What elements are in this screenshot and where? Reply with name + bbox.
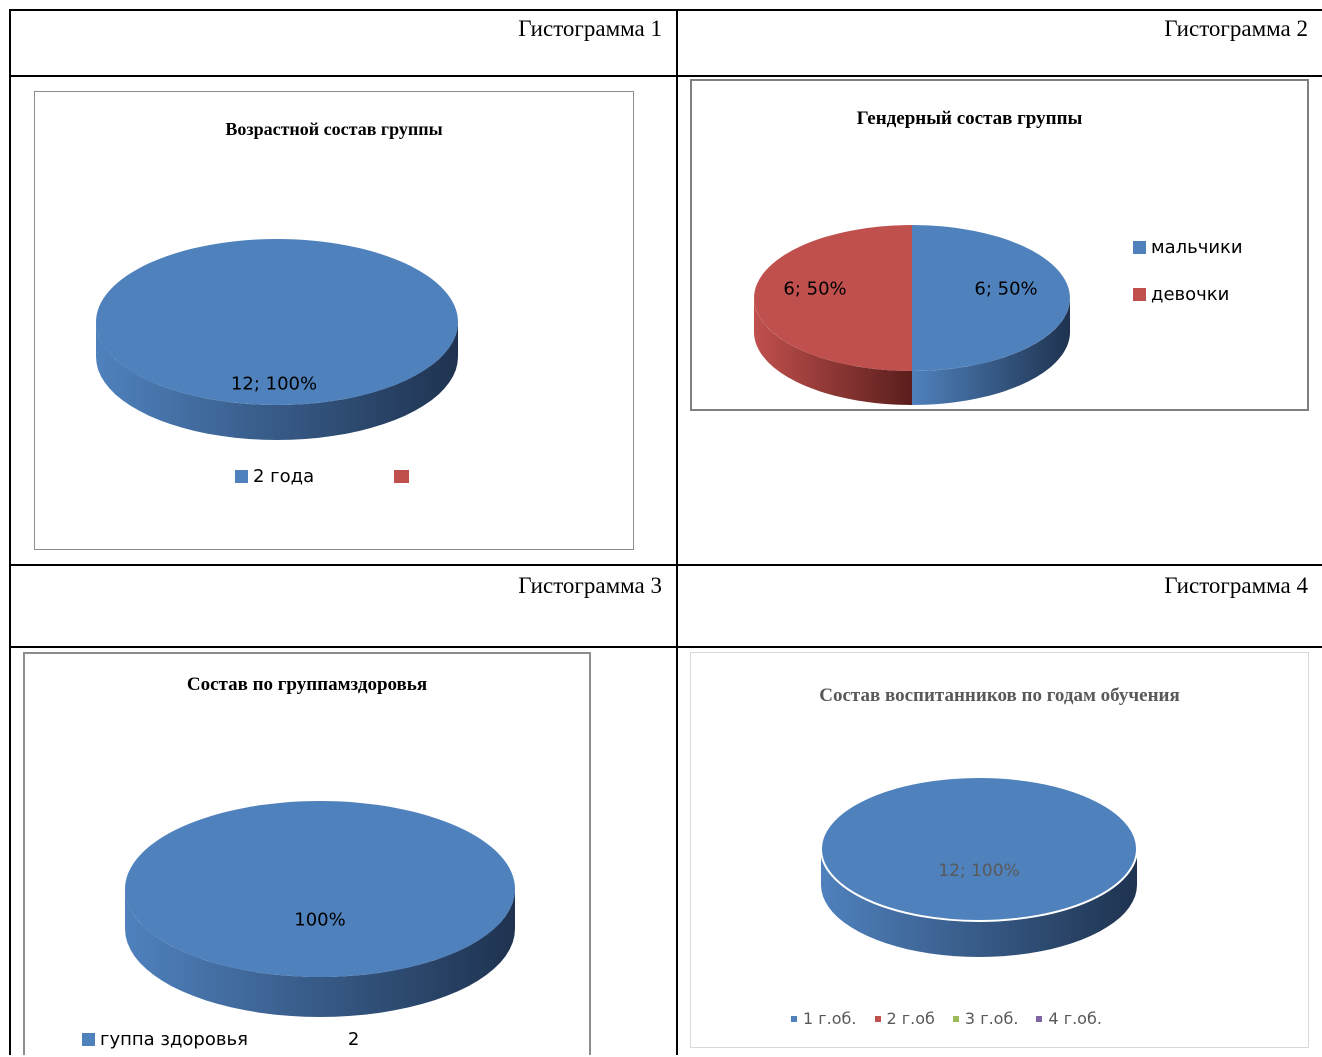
legend-item: 2 г.об	[874, 1009, 935, 1028]
legend-item: 4 г.об.	[1036, 1009, 1102, 1028]
legend-item: мальчики	[1133, 237, 1243, 258]
chart-1-data-label: 12; 100%	[230, 373, 318, 395]
legend-label: 2 г.об	[886, 1009, 935, 1028]
chart-3-pie	[125, 801, 515, 1017]
legend-label: девочки	[1151, 284, 1230, 305]
legend-swatch-red	[394, 470, 410, 483]
pie-slice-side	[96, 322, 458, 440]
pie-slice-side	[912, 298, 1070, 405]
chart-4-title: Состав воспитанников по годам обучения	[819, 685, 1180, 706]
legend-label: мальчики	[1151, 237, 1243, 258]
table-border-top	[9, 9, 1322, 11]
legend-label: гуппа здоровья	[100, 1029, 248, 1050]
chart-1-title: Возрастной состав группы	[225, 119, 443, 139]
legend-label: 3 г.об.	[964, 1009, 1019, 1028]
legend-swatch-purple	[1036, 1015, 1043, 1022]
pie-slice-side	[821, 849, 1137, 957]
chart-2-data-label-boys: 6; 50%	[974, 278, 1038, 300]
legend-item: 3 г.об.	[952, 1009, 1019, 1028]
chart-2-legend: мальчики девочки	[1133, 237, 1243, 305]
pie-slice	[96, 239, 458, 405]
chart-2-frame: Гендерный состав группы 6; 50% 6; 50% ма…	[690, 79, 1309, 411]
header-histogram-1: Гистограмма 1	[518, 16, 662, 41]
legend-extra-label: 2	[347, 1029, 360, 1050]
legend-item: 1 г.об.	[791, 1009, 857, 1028]
table-divider-row2	[9, 564, 1322, 566]
chart-1-legend: 2 года	[235, 466, 414, 487]
header-histogram-2: Гистограмма 2	[1164, 16, 1308, 41]
pie-slice	[125, 801, 515, 977]
legend-swatch-blue	[1133, 241, 1146, 254]
legend-item: 2 года	[235, 466, 314, 487]
pie-slice	[820, 776, 1138, 922]
chart-1-pie	[96, 239, 458, 440]
chart-4-data-label: 12; 100%	[938, 861, 1020, 881]
table-divider-row1	[9, 75, 1322, 77]
pie-slice-side	[754, 298, 912, 405]
legend-label: 4 г.об.	[1048, 1009, 1102, 1028]
chart-3-frame: Состав по группамздоровья 100% гуппа здо…	[23, 652, 591, 1055]
chart-4-legend: 1 г.об. 2 г.об 3 г.об. 4 г.об.	[791, 1009, 1102, 1028]
legend-swatch-red	[874, 1015, 881, 1022]
legend-swatch-green	[952, 1015, 959, 1022]
chart-2-title: Гендерный состав группы	[856, 108, 1083, 129]
pie-slice	[912, 225, 1070, 371]
chart-4-pie	[820, 776, 1138, 957]
legend-swatch-blue	[791, 1015, 797, 1022]
table-divider-vertical	[676, 9, 678, 1055]
table-divider-row3	[9, 646, 1322, 648]
legend-label: 2 года	[253, 466, 315, 487]
chart-2-data-label-girls: 6; 50%	[783, 278, 847, 300]
legend-swatch-red	[1133, 288, 1146, 301]
header-histogram-3: Гистограмма 3	[518, 573, 662, 598]
legend-label: 1 г.об.	[803, 1009, 857, 1028]
chart-3-legend: гуппа здоровья 2	[82, 1029, 359, 1050]
legend-item: гуппа здоровья	[82, 1029, 248, 1050]
table-border-left	[9, 9, 11, 1055]
legend-swatch-blue	[82, 1033, 95, 1046]
chart-4-frame: Состав воспитанников по годам обучения 1…	[690, 652, 1309, 1048]
pie-slice-side	[125, 889, 515, 1017]
legend-item: девочки	[1133, 284, 1229, 305]
pie-slice	[754, 225, 912, 371]
legend-item	[394, 470, 414, 483]
chart-3-data-label: 100%	[294, 909, 346, 931]
chart-1-frame: Возрастной состав группы 12; 100% 2 года	[34, 91, 634, 550]
chart-2-pie	[754, 225, 1070, 405]
chart-3-title: Состав по группамздоровья	[186, 674, 428, 695]
legend-swatch-blue	[235, 470, 248, 483]
header-histogram-4: Гистограмма 4	[1164, 573, 1308, 598]
